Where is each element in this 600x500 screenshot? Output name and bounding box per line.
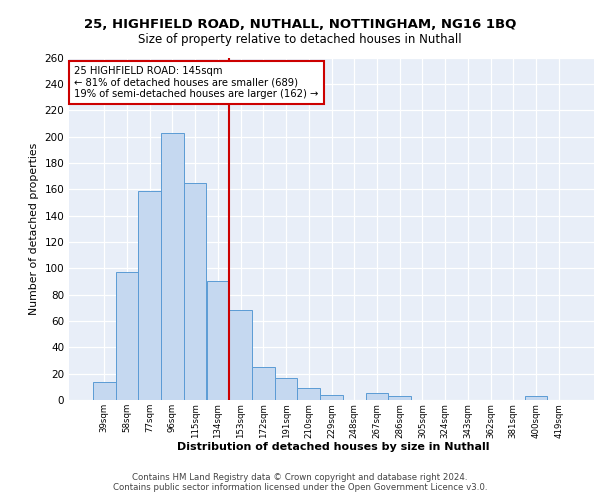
- Bar: [275, 378, 298, 400]
- Bar: [93, 382, 116, 400]
- Bar: [365, 394, 388, 400]
- Text: 25 HIGHFIELD ROAD: 145sqm
← 81% of detached houses are smaller (689)
19% of semi: 25 HIGHFIELD ROAD: 145sqm ← 81% of detac…: [74, 66, 319, 100]
- Bar: [298, 388, 320, 400]
- Bar: [206, 282, 229, 400]
- Text: 25, HIGHFIELD ROAD, NUTHALL, NOTTINGHAM, NG16 1BQ: 25, HIGHFIELD ROAD, NUTHALL, NOTTINGHAM,…: [84, 18, 516, 30]
- Bar: [524, 396, 547, 400]
- Bar: [116, 272, 139, 400]
- Text: Contains HM Land Registry data © Crown copyright and database right 2024.
Contai: Contains HM Land Registry data © Crown c…: [113, 472, 487, 492]
- Bar: [388, 396, 411, 400]
- Bar: [139, 190, 161, 400]
- Bar: [184, 182, 206, 400]
- Bar: [229, 310, 252, 400]
- Text: Size of property relative to detached houses in Nuthall: Size of property relative to detached ho…: [138, 32, 462, 46]
- Y-axis label: Number of detached properties: Number of detached properties: [29, 142, 39, 315]
- Bar: [161, 132, 184, 400]
- Bar: [320, 394, 343, 400]
- Text: Distribution of detached houses by size in Nuthall: Distribution of detached houses by size …: [177, 442, 489, 452]
- Bar: [252, 367, 275, 400]
